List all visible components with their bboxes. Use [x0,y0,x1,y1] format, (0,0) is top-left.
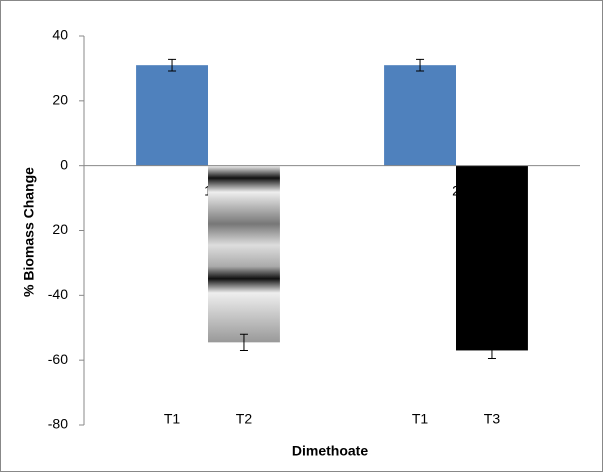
bar-label: T3 [484,411,501,427]
y-tick-label: -60 [48,351,68,367]
bar [456,165,528,351]
error-bar [168,58,177,72]
bar-label: T2 [236,411,253,427]
bar-label: T1 [164,411,181,427]
y-axis-title: % Biomass Change [21,167,37,297]
x-axis-title: Dimethoate [292,443,368,459]
y-tick-label: 20 [52,92,68,108]
y-tick-label: 0 [60,156,68,172]
error-bar [487,341,496,360]
error-bar [239,333,248,351]
y-tick-label: -40 [48,286,68,302]
y-tick-label: 20 [52,221,68,237]
bar [208,165,280,343]
bar-label: T1 [412,411,429,427]
bar [136,65,208,166]
y-tick-label: -80 [48,416,68,432]
y-tick-label: 40 [52,27,68,43]
bar [384,65,456,166]
error-bar [416,58,425,72]
